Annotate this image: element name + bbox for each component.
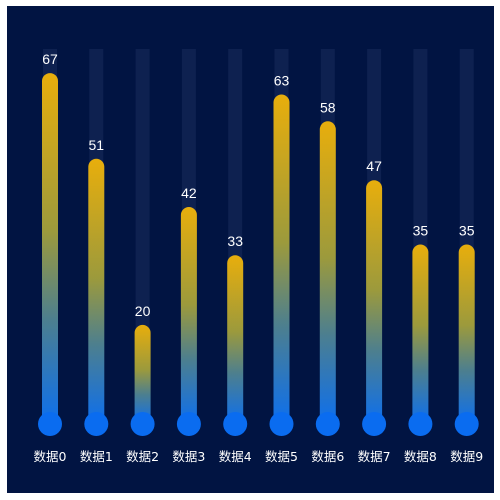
bar[interactable]: [366, 180, 383, 424]
bar[interactable]: [134, 324, 151, 424]
category-label: 数据8: [404, 449, 437, 464]
value-label: 67: [42, 51, 58, 67]
bar-base-circle: [176, 412, 201, 436]
category-label: 数据7: [358, 449, 391, 464]
bar[interactable]: [412, 244, 429, 425]
value-label: 33: [227, 233, 243, 249]
bar[interactable]: [319, 121, 336, 425]
category-label: 数据9: [450, 449, 483, 464]
bar-base-circle: [38, 412, 62, 436]
bar[interactable]: [180, 207, 197, 424]
value-label: 20: [135, 303, 151, 319]
bar-base-circle: [408, 412, 433, 436]
bar[interactable]: [42, 73, 58, 425]
bars: [42, 73, 475, 425]
value-label: 35: [459, 223, 475, 239]
value-label: 35: [413, 223, 429, 239]
category-label: 数据6: [311, 449, 344, 464]
category-label: 数据1: [80, 449, 113, 464]
category-label: 数据2: [126, 449, 159, 464]
value-labels: 67 51 20 42 33 63 58 47 35 35: [42, 51, 474, 319]
bar-tracks: [43, 49, 474, 424]
bar[interactable]: [458, 244, 475, 425]
value-label: 47: [366, 158, 382, 174]
bar[interactable]: [273, 94, 290, 425]
category-label: 数据0: [34, 449, 67, 464]
bar-base-circles: [38, 412, 479, 436]
bar-base-circle: [454, 412, 479, 436]
category-label: 数据5: [265, 449, 298, 464]
value-label: 58: [320, 99, 336, 115]
bar-base-circle: [315, 412, 340, 436]
category-labels: 数据0 数据1 数据2 数据3 数据4 数据5 数据6 数据7 数据8 数据9: [34, 449, 484, 464]
bar-base-circle: [84, 412, 109, 436]
bar-base-circle: [130, 412, 155, 436]
value-label: 51: [89, 137, 105, 153]
category-label: 数据3: [172, 449, 205, 464]
bar-base-circle: [223, 412, 248, 436]
value-label: 42: [181, 185, 197, 201]
bar-base-circle: [362, 412, 387, 436]
bar[interactable]: [227, 255, 244, 424]
bar-base-circle: [269, 412, 294, 436]
category-label: 数据4: [219, 449, 252, 464]
value-label: 63: [274, 73, 290, 89]
bar[interactable]: [88, 158, 105, 425]
